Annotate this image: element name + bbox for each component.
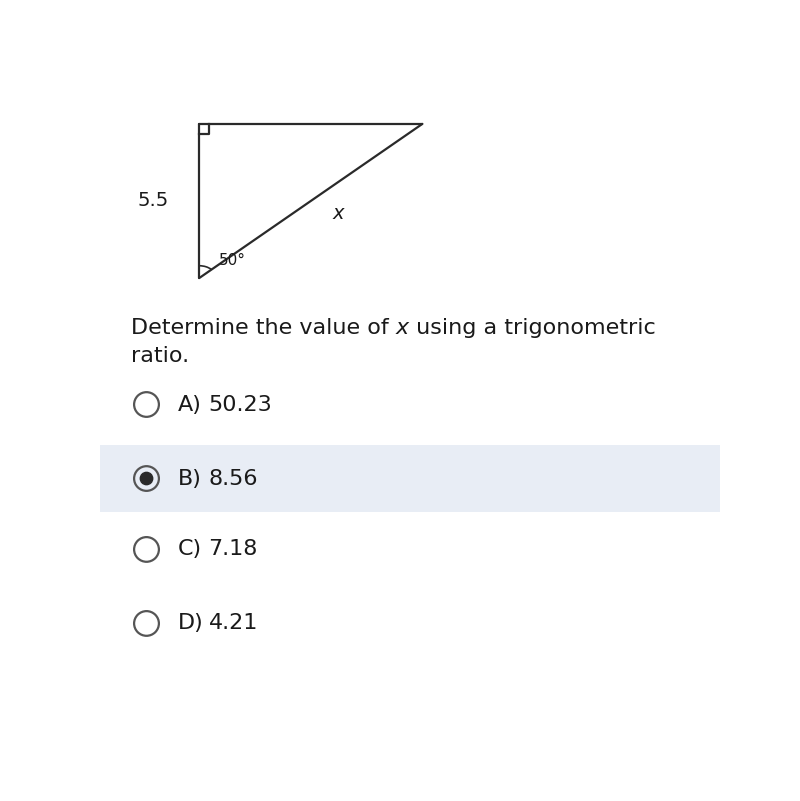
Text: 7.18: 7.18	[209, 539, 258, 559]
Text: ratio.: ratio.	[131, 346, 189, 366]
Text: using a trigonometric: using a trigonometric	[409, 318, 656, 338]
Text: 4.21: 4.21	[209, 614, 258, 634]
Text: 50°: 50°	[219, 252, 246, 268]
Text: B): B)	[178, 469, 202, 489]
Text: C): C)	[178, 539, 202, 559]
Text: x: x	[396, 318, 409, 338]
Text: A): A)	[178, 395, 202, 414]
Text: 50.23: 50.23	[209, 395, 272, 414]
Text: D): D)	[178, 614, 203, 634]
Text: 8.56: 8.56	[209, 469, 258, 489]
FancyBboxPatch shape	[100, 445, 720, 513]
Circle shape	[140, 473, 153, 485]
Text: Determine the value of: Determine the value of	[131, 318, 396, 338]
Text: x: x	[333, 203, 345, 223]
Text: 5.5: 5.5	[137, 191, 168, 211]
